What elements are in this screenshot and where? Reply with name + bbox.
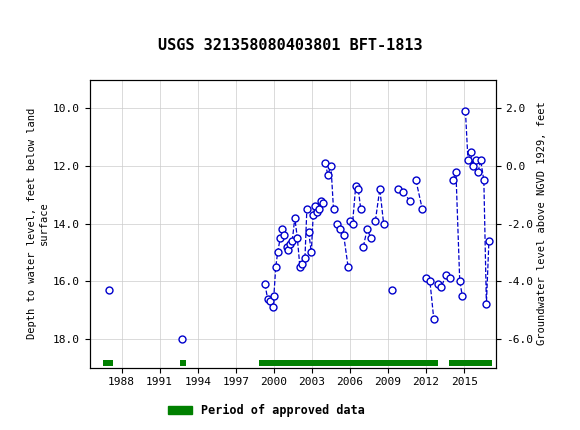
- Y-axis label: Depth to water level, feet below land
surface: Depth to water level, feet below land su…: [27, 108, 49, 339]
- Text: USGS: USGS: [9, 10, 52, 28]
- Legend: Period of approved data: Period of approved data: [164, 399, 370, 422]
- Y-axis label: Groundwater level above NGVD 1929, feet: Groundwater level above NGVD 1929, feet: [536, 102, 547, 345]
- Text: USGS 321358080403801 BFT-1813: USGS 321358080403801 BFT-1813: [158, 38, 422, 52]
- Text: ≡: ≡: [3, 9, 16, 28]
